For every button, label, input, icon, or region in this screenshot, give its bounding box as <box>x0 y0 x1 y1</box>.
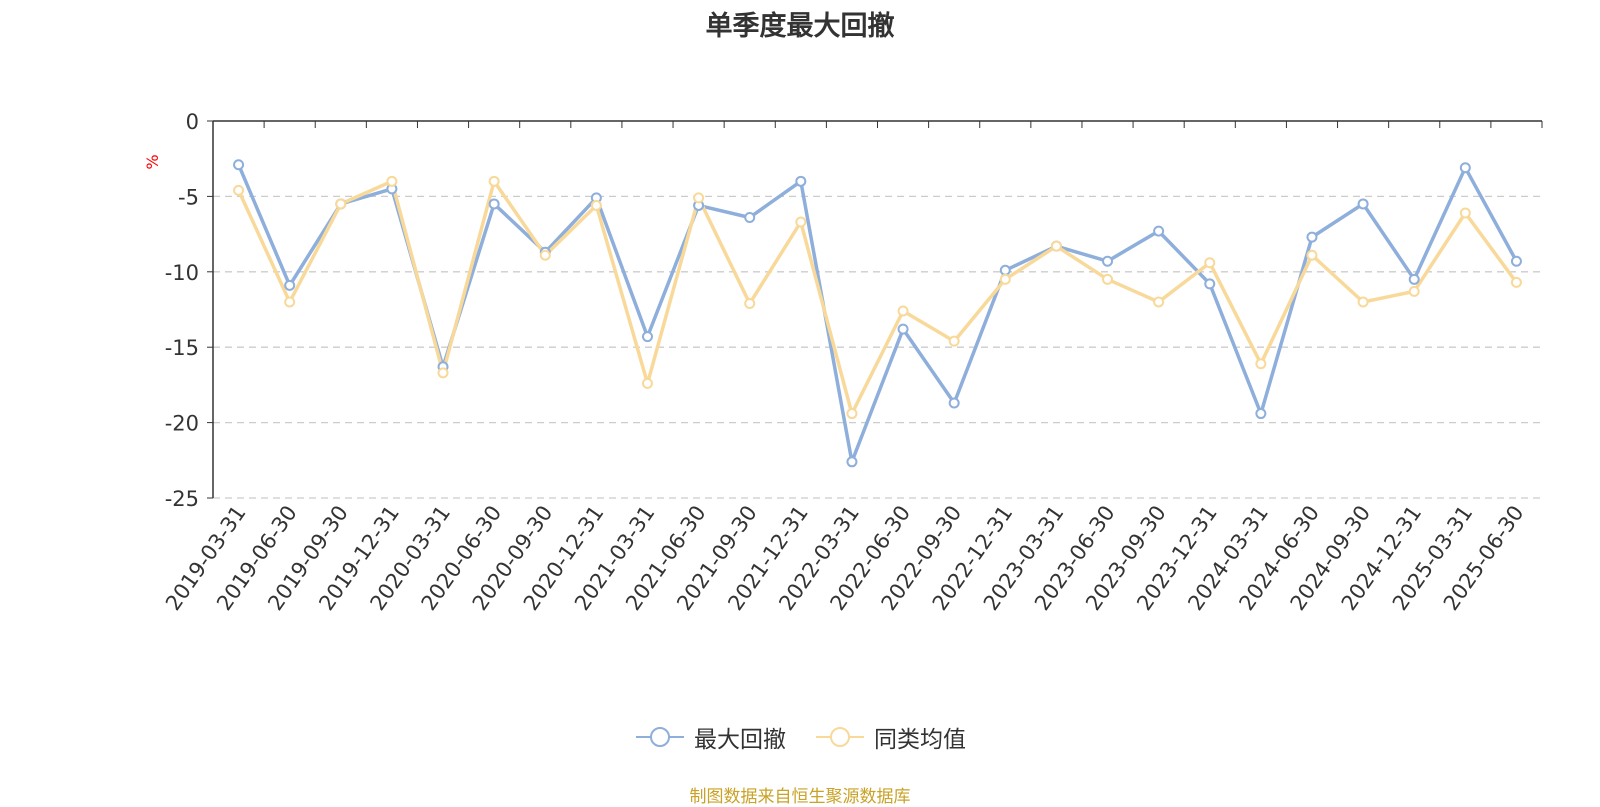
data-point-series-1 <box>693 192 705 204</box>
y-tick-label: -10 <box>165 261 199 285</box>
y-axis-label: % <box>143 154 162 169</box>
legend-item-max-drawdown[interactable]: 最大回撤 <box>634 720 786 754</box>
data-point-series-1 <box>1153 296 1165 308</box>
legend: 最大回撤 同类均值 <box>0 720 1600 754</box>
data-point-series-1 <box>999 273 1011 285</box>
data-point-series-0 <box>641 331 653 343</box>
data-point-series-0 <box>1255 408 1267 420</box>
y-tick-label: -25 <box>165 487 199 511</box>
legend-marker-max-drawdown <box>636 727 684 747</box>
data-point-series-0 <box>1357 198 1369 210</box>
data-point-series-0 <box>1306 231 1318 243</box>
data-point-series-1 <box>488 175 500 187</box>
data-point-series-1 <box>1459 207 1471 219</box>
data-point-series-1 <box>1255 358 1267 370</box>
data-point-series-0 <box>897 323 909 335</box>
data-point-series-0 <box>1510 255 1522 267</box>
data-point-series-1 <box>744 297 756 309</box>
y-tick-label: 0 <box>186 110 199 134</box>
data-point-series-1 <box>539 249 551 261</box>
data-point-series-0 <box>795 175 807 187</box>
data-point-series-1 <box>1204 257 1216 269</box>
data-point-series-1 <box>897 305 909 317</box>
data-point-series-1 <box>590 199 602 211</box>
data-point-series-0 <box>846 456 858 468</box>
y-tick-label: -15 <box>165 336 199 360</box>
data-point-series-0 <box>744 212 756 224</box>
data-point-series-0 <box>948 397 960 409</box>
source-note: 制图数据来自恒生聚源数据库 <box>689 787 911 807</box>
data-point-series-0 <box>1408 273 1420 285</box>
data-point-series-1 <box>795 216 807 228</box>
data-point-series-0 <box>488 198 500 210</box>
data-point-series-0 <box>1153 225 1165 237</box>
data-point-series-1 <box>386 175 398 187</box>
data-point-series-0 <box>999 264 1011 276</box>
data-point-series-1 <box>437 367 449 379</box>
legend-label-max-drawdown: 最大回撤 <box>694 727 786 753</box>
chart-title: 单季度最大回撤 <box>705 11 895 42</box>
line-chart: 0-5-10-15-20-25%2019-03-312019-06-302019… <box>143 110 1543 615</box>
data-point-series-1 <box>948 335 960 347</box>
data-point-series-0 <box>233 159 245 171</box>
data-point-series-1 <box>284 296 296 308</box>
data-point-series-1 <box>335 198 347 210</box>
y-tick-label: -20 <box>165 412 199 436</box>
data-point-series-1 <box>1102 273 1114 285</box>
legend-marker-peer-average <box>816 727 864 747</box>
data-point-series-1 <box>1357 296 1369 308</box>
legend-item-peer-average[interactable]: 同类均值 <box>814 720 966 754</box>
data-point-series-0 <box>1102 255 1114 267</box>
data-point-series-0 <box>1204 278 1216 290</box>
y-tick-label: -5 <box>178 185 199 209</box>
data-point-series-0 <box>284 279 296 291</box>
data-point-series-1 <box>846 408 858 420</box>
legend-label-peer-average: 同类均值 <box>874 727 966 753</box>
series-line-1 <box>237 179 1518 416</box>
data-point-series-1 <box>1510 276 1522 288</box>
series-line-0 <box>236 164 1518 464</box>
data-point-series-1 <box>1306 249 1318 261</box>
data-point-series-1 <box>233 184 245 196</box>
data-point-series-1 <box>641 377 653 389</box>
data-point-series-0 <box>1459 162 1471 174</box>
data-point-series-1 <box>1408 285 1420 297</box>
data-point-series-1 <box>1050 240 1062 252</box>
